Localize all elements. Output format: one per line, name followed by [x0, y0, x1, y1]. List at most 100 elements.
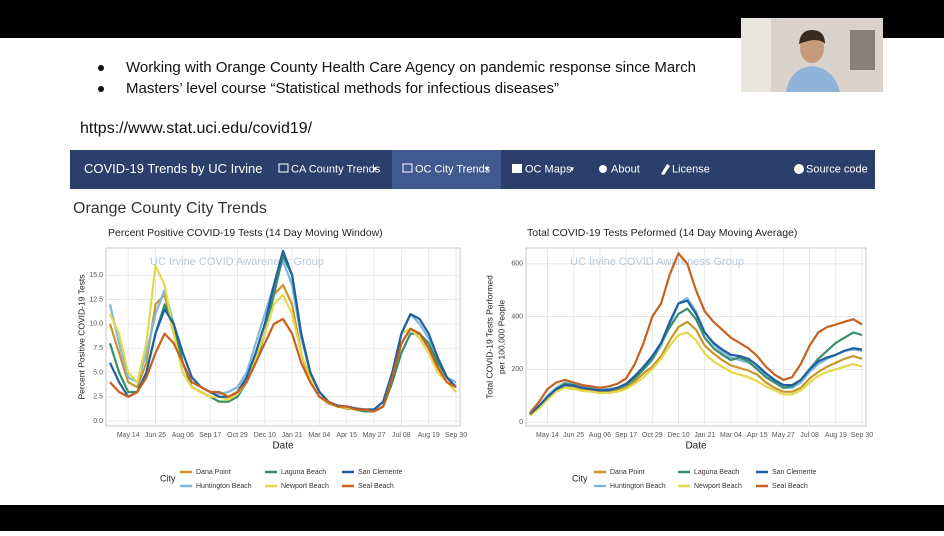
- series-line: [529, 320, 863, 417]
- legend-label: Newport Beach: [694, 483, 742, 490]
- nav-item[interactable]: OC Maps: [525, 163, 572, 175]
- x-tick-label: Oct 29: [642, 432, 663, 439]
- legend-label: Newport Beach: [281, 483, 329, 490]
- x-axis-label: Date: [685, 441, 707, 452]
- x-tick-label: Aug 06: [172, 432, 194, 439]
- x-tick-label: Dec 10: [667, 432, 689, 439]
- x-tick-label: Aug 06: [589, 432, 611, 439]
- watermark: UC Irvine COVID Awareness Group: [150, 256, 324, 268]
- y-tick-label: 7.5: [93, 345, 103, 352]
- bullet-text: Working with Orange County Health Care A…: [126, 59, 696, 76]
- nav-icon: [599, 165, 607, 173]
- x-tick-label: Oct 29: [227, 432, 248, 439]
- y-tick-label: 12.5: [89, 296, 103, 303]
- x-tick-label: Mar 04: [309, 432, 331, 439]
- series-line: [109, 317, 457, 413]
- nav-icon: [402, 163, 413, 173]
- y-axis-label: per 100,000 People: [496, 300, 506, 374]
- nav-icon: [278, 163, 289, 173]
- x-tick-label: May 27: [772, 432, 795, 439]
- nav-active: [392, 150, 501, 189]
- legend-label: Dana Point: [610, 469, 645, 476]
- webcam-shirt: [786, 66, 840, 92]
- y-tick-label: 5.0: [93, 369, 103, 376]
- bullet-text: Masters’ level course “Statistical metho…: [126, 80, 559, 97]
- webcam: [741, 18, 883, 92]
- nav-icon: [661, 164, 670, 175]
- bullet-dot: [98, 86, 104, 92]
- series-line: [529, 297, 863, 415]
- x-tick-label: May 14: [536, 432, 559, 439]
- legend-label: Seal Beach: [772, 483, 808, 490]
- legend-title: City: [572, 473, 588, 483]
- series-line: [109, 249, 457, 411]
- x-tick-label: Jun 25: [563, 432, 584, 439]
- chart-title: Percent Positive COVID-19 Tests (14 Day …: [108, 227, 383, 239]
- nav-caret: ▾: [485, 165, 489, 174]
- nav-item[interactable]: License: [672, 163, 710, 175]
- legend-label: Laguna Beach: [694, 469, 739, 476]
- x-tick-label: May 27: [363, 432, 386, 439]
- x-tick-label: Jun 25: [145, 432, 166, 439]
- legend-label: San Clemente: [772, 469, 816, 476]
- legend-label: Huntington Beach: [196, 483, 252, 490]
- x-tick-label: Mar 04: [720, 432, 742, 439]
- bullet-dot: [98, 65, 104, 71]
- x-axis-label: Date: [272, 441, 294, 452]
- y-axis-label: Total COVID-19 Tests Performed: [484, 275, 494, 399]
- y-tick-label: 2.5: [93, 394, 103, 401]
- series-line: [529, 331, 863, 417]
- y-axis-label: Percent Positive COVID-19 Tests: [76, 274, 86, 399]
- nav-item[interactable]: CA County Trends: [291, 163, 381, 175]
- nav-icons: [278, 163, 804, 175]
- nav-item[interactable]: OC City Trends: [415, 163, 491, 175]
- x-tick-label: May 14: [117, 432, 140, 439]
- x-tick-label: Aug 19: [825, 432, 847, 439]
- nav-item[interactable]: About: [611, 163, 640, 175]
- y-tick-label: 0: [519, 419, 523, 426]
- nav-icon: [512, 164, 522, 173]
- nav-item[interactable]: Source code: [806, 163, 868, 175]
- nav-caret: ▾: [570, 165, 574, 174]
- y-tick-label: 400: [511, 313, 523, 320]
- legend-title: City: [160, 473, 176, 483]
- y-tick-label: 600: [511, 261, 523, 268]
- x-tick-label: Sep 17: [199, 432, 221, 439]
- x-tick-label: Sep 17: [615, 432, 637, 439]
- x-tick-label: Apr 15: [336, 432, 357, 439]
- chart-title: Total COVID-19 Tests Peformed (14 Day Mo…: [527, 227, 797, 239]
- series-line: [529, 252, 863, 414]
- series-line: [529, 299, 863, 415]
- x-tick-label: Jan 21: [694, 432, 715, 439]
- y-tick-label: 10.0: [89, 321, 103, 328]
- webcam-wall: [741, 18, 771, 92]
- legend-label: San Clemente: [358, 469, 402, 476]
- legend-label: Dana Point: [196, 469, 231, 476]
- x-tick-label: Jan 21: [282, 432, 303, 439]
- x-tick-label: Jul 08: [392, 432, 411, 439]
- nav-icon: [794, 164, 804, 174]
- legend-label: Seal Beach: [358, 483, 394, 490]
- y-tick-label: 15.0: [89, 272, 103, 279]
- series-line: [108, 254, 457, 413]
- nav-caret: ▾: [373, 165, 377, 174]
- webcam-hair: [799, 30, 825, 44]
- x-tick-label: Jul 08: [800, 432, 819, 439]
- bottom-bar: [0, 505, 944, 531]
- nav-brand[interactable]: COVID-19 Trends by UC Irvine: [84, 161, 262, 176]
- y-tick-label: 200: [511, 366, 523, 373]
- x-tick-label: Sep 30: [851, 432, 873, 439]
- watermark: UC Irvine COVID Awareness Group: [570, 256, 744, 268]
- x-tick-label: Aug 19: [418, 432, 440, 439]
- x-tick-label: Apr 15: [747, 432, 768, 439]
- x-tick-label: Dec 10: [254, 432, 276, 439]
- page-heading: Orange County City Trends: [73, 200, 267, 217]
- y-tick-label: 0.0: [93, 418, 103, 425]
- legend-label: Laguna Beach: [281, 469, 326, 476]
- x-tick-label: Sep 30: [445, 432, 467, 439]
- url-text: https://www.stat.uci.edu/covid19/: [80, 120, 313, 137]
- legend-label: Huntington Beach: [610, 483, 666, 490]
- webcam-background: [850, 30, 875, 70]
